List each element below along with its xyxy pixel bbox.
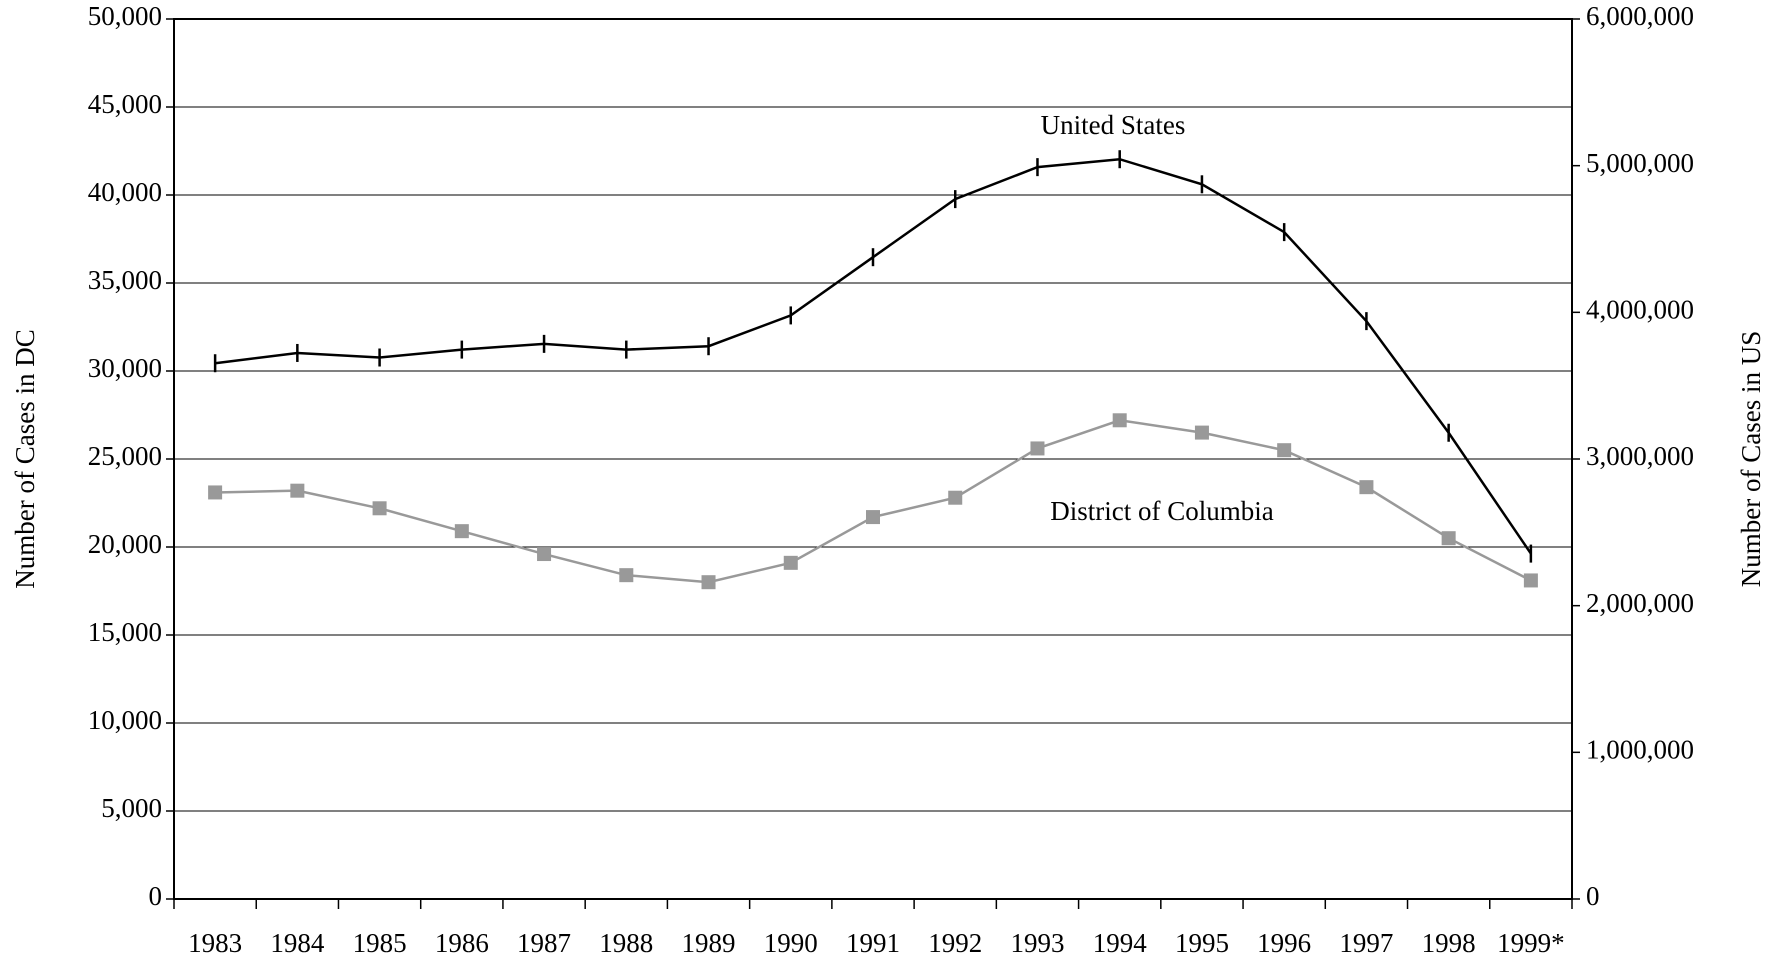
x-tick-label: 1994 <box>1093 928 1148 958</box>
x-tick-label: 1983 <box>188 928 242 958</box>
x-tick-label: 1995 <box>1175 928 1229 958</box>
point-marker <box>866 510 880 525</box>
x-tick-label: 1998 <box>1422 928 1476 958</box>
point-marker <box>208 485 223 500</box>
x-tick-label: 1988 <box>599 928 653 958</box>
y-axis-label: Number of Cases in DC <box>10 329 40 588</box>
y-tick-label: 40,000 <box>88 177 162 207</box>
x-tick-label: 1993 <box>1010 928 1064 958</box>
y2-tick-label: 6,000,000 <box>1586 1 1694 31</box>
point-marker <box>372 501 387 516</box>
point-marker <box>1441 531 1456 546</box>
y2-tick-label: 0 <box>1586 881 1600 911</box>
point-marker <box>1194 425 1209 440</box>
x-tick-label: 1991 <box>846 928 900 958</box>
y2-tick-label: 5,000,000 <box>1586 148 1694 178</box>
x-tick-label: 1990 <box>764 928 818 958</box>
x-tick-label: 1992 <box>928 928 982 958</box>
y2-axis-label: Number of Cases in US <box>1736 331 1766 587</box>
y-tick-label: 50,000 <box>88 1 162 31</box>
x-tick-label: 1987 <box>517 928 571 958</box>
y2-tick-label: 1,000,000 <box>1586 735 1694 765</box>
series-line <box>214 157 1532 555</box>
series-annotation: United States <box>1041 110 1186 140</box>
plot-frame <box>173 18 1573 900</box>
y-tick-label: 15,000 <box>88 617 162 647</box>
y-tick-label: 30,000 <box>88 353 162 383</box>
x-tick-label: 1996 <box>1257 928 1311 958</box>
y-tick-label: 5,000 <box>101 793 162 823</box>
point-marker <box>1112 413 1127 428</box>
point-marker <box>537 547 552 562</box>
point-marker <box>290 483 305 498</box>
y-tick-label: 10,000 <box>88 705 162 735</box>
series-line <box>215 418 1532 584</box>
x-tick-label: 1999* <box>1497 928 1565 958</box>
y-tick-label: 0 <box>149 881 163 911</box>
point-marker <box>619 568 634 583</box>
x-tick-label: 1989 <box>682 928 736 958</box>
y-tick-label: 25,000 <box>88 441 162 471</box>
series-annotation: District of Columbia <box>1050 496 1273 526</box>
point-marker <box>948 490 963 505</box>
x-tick-label: 1984 <box>270 928 325 958</box>
y-tick-label: 20,000 <box>88 529 162 559</box>
point-marker <box>1030 441 1045 456</box>
x-tick-label: 1997 <box>1339 928 1393 958</box>
point-marker <box>1359 480 1374 495</box>
y-tick-label: 35,000 <box>88 265 162 295</box>
y2-tick-label: 3,000,000 <box>1586 441 1694 471</box>
point-marker <box>701 575 716 590</box>
y2-tick-label: 2,000,000 <box>1586 588 1694 618</box>
point-marker <box>1523 573 1538 588</box>
x-tick-label: 1985 <box>353 928 407 958</box>
x-tick-label: 1986 <box>435 928 489 958</box>
y2-tick-label: 4,000,000 <box>1586 295 1694 325</box>
point-marker <box>454 524 469 539</box>
point-marker <box>1277 443 1292 458</box>
point-marker <box>783 555 798 570</box>
y-tick-label: 45,000 <box>88 89 162 119</box>
